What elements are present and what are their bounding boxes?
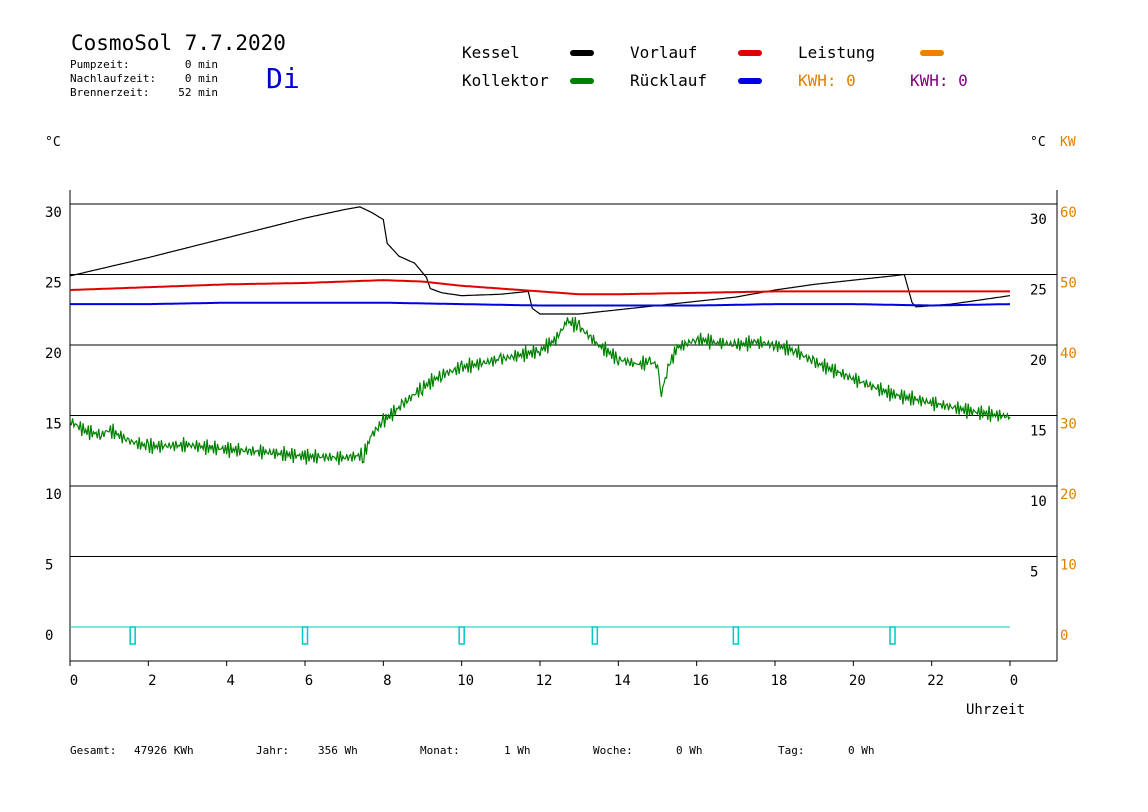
power-marker — [732, 626, 740, 645]
footer-label: Jahr: — [256, 744, 289, 757]
stat-value: 0 min — [185, 72, 218, 85]
series-lines — [69, 206, 1011, 466]
y-tick-label-right: 15 — [1030, 424, 1047, 440]
y-tick-label-right: 5 — [1030, 565, 1038, 581]
kwh-total-label: KWH: 0 — [798, 71, 856, 90]
power-marker — [889, 626, 896, 645]
legend-label-kessel: Kessel — [462, 43, 520, 62]
x-tick-label: 20 — [849, 673, 866, 689]
footer-label: Gesamt: — [70, 744, 116, 757]
plot-frame — [69, 190, 1058, 662]
energy-footer: Gesamt: 47926 KWh Jahr: 356 Wh Monat: 1 … — [70, 744, 875, 757]
y-axis-right: 5 10 15 20 25 30 0 10 20 30 40 50 60 — [1030, 205, 1077, 644]
x-tick-label: 0 — [1010, 673, 1018, 689]
series-line-kollektor — [69, 317, 1011, 466]
stat-label: Nachlaufzeit: — [70, 72, 156, 85]
footer-value: 0 Wh — [676, 744, 703, 757]
x-tick-label: 4 — [226, 673, 234, 689]
power-tick-label: 0 — [1060, 628, 1068, 644]
x-tick-label: 0 — [70, 673, 78, 689]
x-axis-label: Uhrzeit — [966, 702, 1025, 718]
y-tick-label-right: 20 — [1030, 353, 1047, 369]
weekday-label: Di — [266, 62, 300, 95]
y-tick-label-right: 10 — [1030, 494, 1047, 510]
footer-value: 47926 KWh — [134, 744, 194, 757]
y-tick-label-left: 25 — [45, 276, 62, 292]
series-line-vorlauf — [70, 279, 1010, 296]
power-tick-label: 10 — [1060, 558, 1077, 574]
power-marker — [129, 626, 136, 645]
y-tick-label-left: 5 — [45, 558, 53, 574]
x-tick-label: 16 — [692, 673, 709, 689]
kwh-day-label: KWH: 0 — [910, 71, 968, 90]
power-tick-label: 40 — [1060, 346, 1077, 362]
y-tick-label-right: 25 — [1030, 283, 1047, 299]
x-tick-label: 2 — [148, 673, 156, 689]
series-line-kessel — [69, 206, 1011, 315]
power-tick-label: 30 — [1060, 417, 1077, 433]
x-tick-label: 12 — [536, 673, 553, 689]
legend-label-vorlauf: Vorlauf — [630, 43, 697, 62]
stat-value: 0 min — [185, 58, 218, 71]
left-axis-unit: °C — [45, 135, 61, 150]
footer-label: Tag: — [778, 744, 805, 757]
y-tick-label-left: 15 — [45, 417, 62, 433]
y-tick-label-left: 20 — [45, 346, 62, 362]
right-axis-power-unit: KW — [1060, 135, 1076, 150]
footer-value: 356 Wh — [318, 744, 358, 757]
power-marker — [301, 626, 309, 645]
legend: Kessel Vorlauf Leistung Kollektor Rückla… — [462, 43, 968, 90]
legend-label-ruecklauf: Rücklauf — [630, 71, 707, 90]
x-tick-label: 22 — [927, 673, 944, 689]
stat-label: Brennerzeit: — [70, 86, 149, 99]
footer-value: 0 Wh — [848, 744, 875, 757]
power-tick-label: 60 — [1060, 205, 1077, 221]
footer-label: Monat: — [420, 744, 460, 757]
y-axis-left: 0 5 10 15 20 25 30 — [45, 205, 62, 644]
right-axis-unit: °C — [1030, 135, 1046, 150]
x-axis: 0 2 4 6 8 10 12 14 16 18 20 22 0 — [69, 661, 1018, 689]
legend-label-kollektor: Kollektor — [462, 71, 549, 90]
series-line-ruecklauf — [70, 301, 1010, 307]
power-marker — [458, 626, 465, 645]
stat-value: 52 min — [178, 86, 218, 99]
y-tick-label-left: 30 — [45, 205, 62, 221]
y-tick-label-left: 10 — [45, 487, 62, 503]
x-tick-label: 18 — [771, 673, 788, 689]
x-tick-label: 14 — [614, 673, 631, 689]
power-marker — [591, 626, 599, 645]
y-tick-label-right: 30 — [1030, 212, 1047, 228]
power-tick-label: 50 — [1060, 276, 1077, 292]
y-tick-label-left: 0 — [45, 628, 53, 644]
chart-title: CosmoSol 7.7.2020 — [71, 31, 286, 55]
power-markers — [70, 626, 1010, 645]
power-tick-label: 20 — [1060, 487, 1077, 503]
legend-label-leistung: Leistung — [798, 43, 875, 62]
footer-label: Woche: — [593, 744, 633, 757]
header-stats: Pumpzeit: 0 min Nachlaufzeit: 0 min Bren… — [70, 58, 218, 99]
stat-label: Pumpzeit: — [70, 58, 130, 71]
footer-value: 1 Wh — [504, 744, 531, 757]
x-tick-label: 6 — [305, 673, 313, 689]
x-tick-label: 10 — [457, 673, 474, 689]
x-tick-label: 8 — [383, 673, 391, 689]
